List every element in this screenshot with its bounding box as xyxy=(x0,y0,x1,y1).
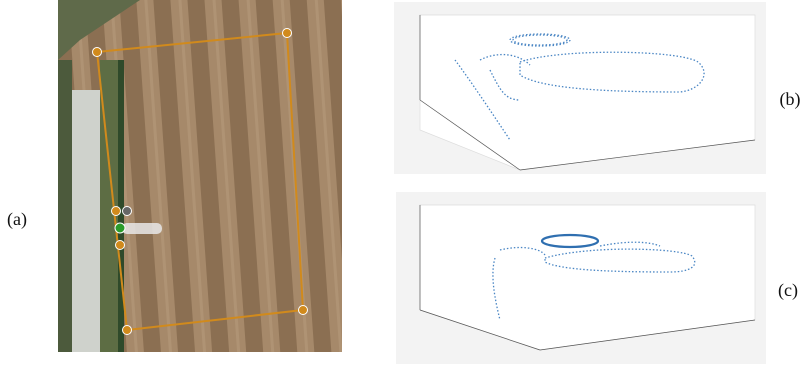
panel-label: (c) xyxy=(778,280,798,301)
figure: (a) (b) (c) xyxy=(0,0,808,368)
plot-3d xyxy=(396,192,766,364)
panel-label: (a) xyxy=(7,209,27,230)
plot-3d xyxy=(394,2,766,174)
satellite-map xyxy=(58,0,342,352)
panel-label: (b) xyxy=(780,89,801,110)
